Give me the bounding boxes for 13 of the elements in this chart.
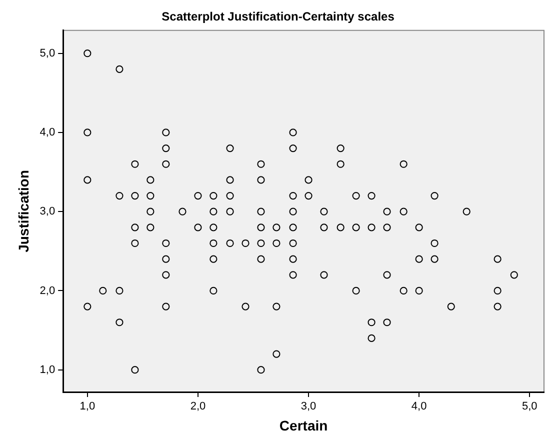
y-tick-label: 4,0	[40, 126, 56, 138]
chart-title: Scatterplot Justification-Certainty scales	[162, 10, 395, 24]
y-axis-title: Justification	[15, 170, 32, 252]
x-tick-label: 3,0	[300, 400, 316, 413]
y-tick-label: 2,0	[40, 284, 56, 297]
x-tick-label: 4,0	[411, 400, 427, 413]
y-tick-label: 3,0	[40, 206, 56, 218]
x-axis-title: Certain	[279, 417, 328, 434]
x-tick-label: 1,0	[80, 400, 96, 413]
y-tick-label: 5,0	[40, 47, 56, 60]
x-tick-label: 2,0	[190, 400, 206, 413]
y-tick-label: 1,0	[40, 364, 56, 376]
x-tick-label: 5,0	[522, 400, 538, 413]
